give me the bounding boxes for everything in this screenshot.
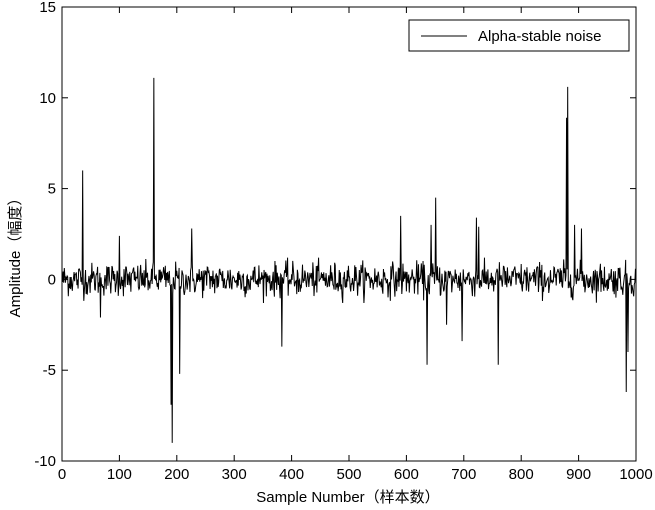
x-tick-label: 800 [509,466,534,483]
x-tick-label: 900 [566,466,591,483]
y-tick-label: -5 [43,362,56,379]
x-tick-label: 500 [336,466,361,483]
x-tick-label: 300 [222,466,247,483]
y-tick-label: 0 [48,271,56,288]
x-tick-label: 1000 [619,466,652,483]
x-axis-label: Sample Number（样本数） [256,489,439,506]
x-tick-label: 100 [107,466,132,483]
y-tick-label: 5 [48,181,56,198]
y-tick-label: -10 [34,453,56,470]
legend-entry-label: Alpha-stable noise [478,28,601,45]
x-tick-label: 400 [279,466,304,483]
axes-box [62,7,636,461]
plot-area [62,7,636,461]
y-tick-label: 10 [39,90,56,107]
y-tick-label: 15 [39,0,56,16]
y-axis-label: Amplitude（幅度） [7,191,24,318]
x-tick-label: 600 [394,466,419,483]
x-tick-label: 700 [451,466,476,483]
legend: Alpha-stable noise [409,20,629,51]
x-tick-label: 200 [164,466,189,483]
x-tick-label: 0 [58,466,66,483]
